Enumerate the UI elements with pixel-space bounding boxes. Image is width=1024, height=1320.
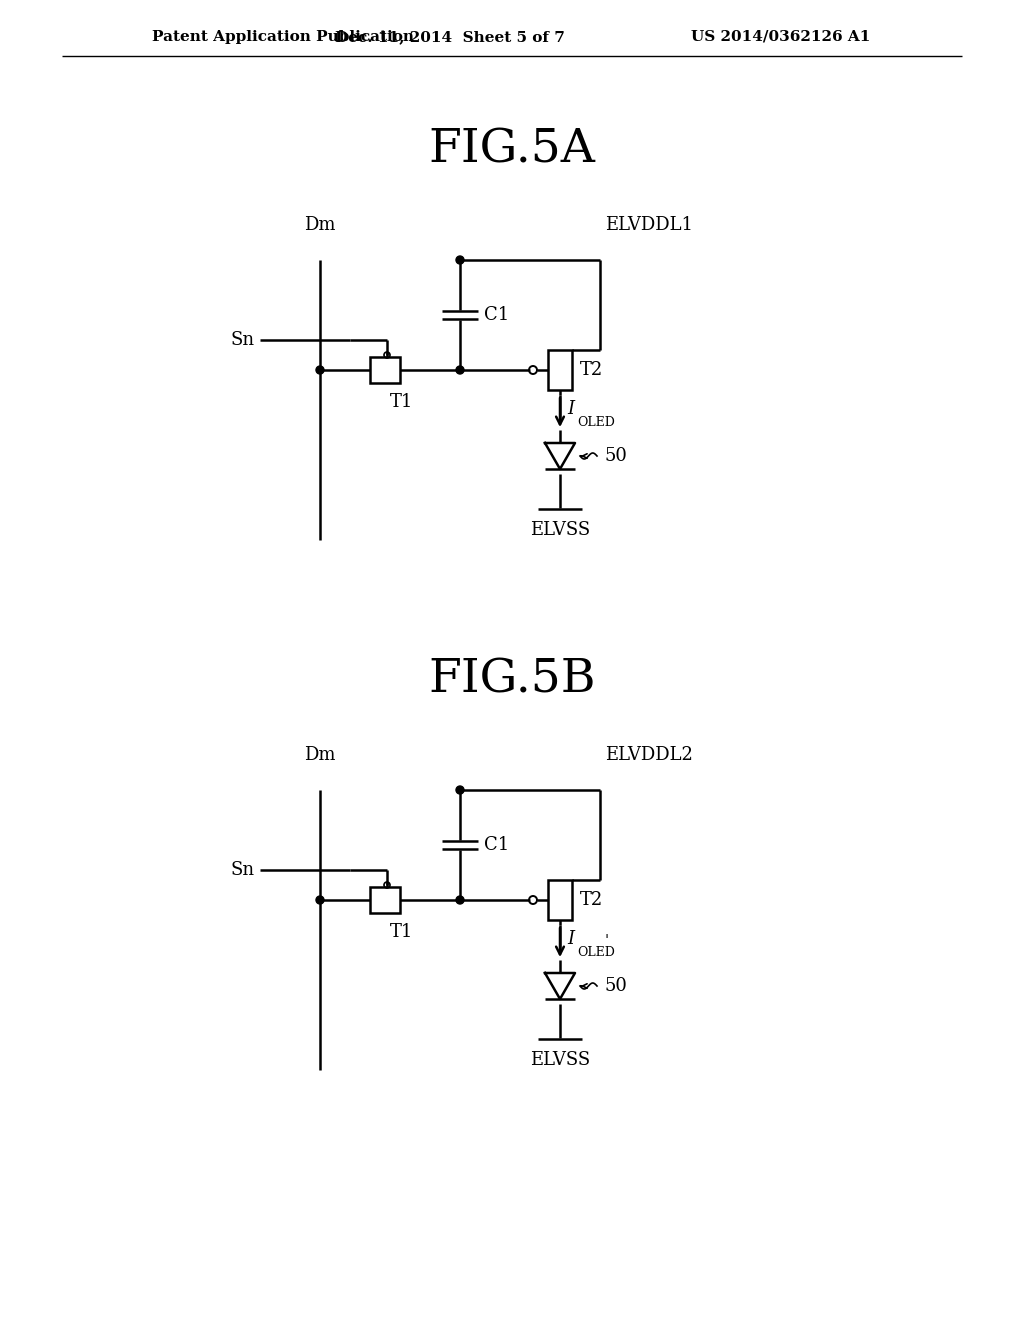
Text: Sn: Sn (230, 861, 255, 879)
Text: 50: 50 (605, 447, 628, 465)
Text: Patent Application Publication: Patent Application Publication (152, 30, 414, 44)
Bar (548, 350, 572, 389)
Text: OLED: OLED (577, 945, 614, 958)
Circle shape (456, 366, 464, 374)
Text: C1: C1 (484, 306, 509, 323)
Circle shape (316, 896, 324, 904)
Text: ELVSS: ELVSS (529, 1051, 590, 1069)
Text: OLED: OLED (577, 416, 614, 429)
Text: I: I (567, 929, 574, 948)
Text: T1: T1 (390, 923, 414, 941)
Text: T2: T2 (580, 891, 603, 909)
Text: FIG.5A: FIG.5A (429, 127, 595, 173)
Text: T1: T1 (390, 393, 414, 411)
Bar (548, 880, 572, 920)
Text: Dm: Dm (304, 216, 336, 234)
Bar (370, 887, 400, 913)
Text: Dm: Dm (304, 746, 336, 764)
Circle shape (316, 366, 324, 374)
Bar (370, 356, 400, 383)
Text: ELVDDL1: ELVDDL1 (605, 216, 693, 234)
Circle shape (456, 256, 464, 264)
Text: 50: 50 (605, 977, 628, 995)
Text: ': ' (605, 933, 609, 948)
Text: C1: C1 (484, 836, 509, 854)
Text: T2: T2 (580, 360, 603, 379)
Text: ELVDDL2: ELVDDL2 (605, 746, 693, 764)
Text: ELVSS: ELVSS (529, 521, 590, 539)
Text: I: I (567, 400, 574, 417)
Circle shape (456, 785, 464, 795)
Text: Sn: Sn (230, 331, 255, 348)
Text: FIG.5B: FIG.5B (428, 657, 596, 702)
Circle shape (456, 896, 464, 904)
Text: US 2014/0362126 A1: US 2014/0362126 A1 (690, 30, 870, 44)
Text: Dec. 11, 2014  Sheet 5 of 7: Dec. 11, 2014 Sheet 5 of 7 (335, 30, 565, 44)
